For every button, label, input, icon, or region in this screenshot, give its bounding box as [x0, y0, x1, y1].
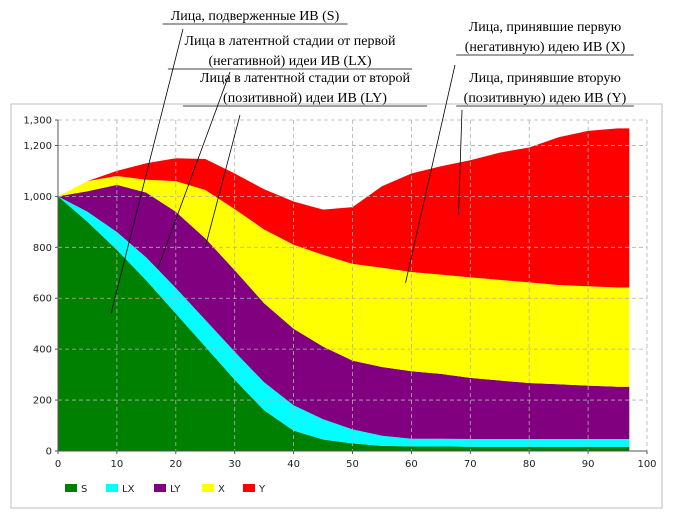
y-tick-label: 1,300: [23, 116, 52, 127]
y-tick-label: 600: [33, 294, 52, 305]
legend: S LX LY X Y: [65, 484, 266, 495]
ann-lx-text: (негативной) идеи ИВ (LX): [208, 54, 371, 69]
area-series-ly: [58, 184, 630, 439]
x-tick-label: 30: [228, 459, 241, 470]
x-tick-label: 80: [523, 459, 536, 470]
area-series-y: [58, 128, 630, 288]
x-tick-label: 0: [55, 459, 61, 470]
legend-swatch-lx: [106, 484, 118, 492]
x-tick-label: 100: [637, 459, 656, 470]
x-tick-labels: 0 10 20 30 40 50 60 70 80 90 100: [55, 451, 657, 470]
ann-y-leader: [458, 109, 463, 215]
gridlines: [58, 119, 648, 451]
y-tick-label: 0: [46, 447, 52, 458]
area-series-s: [58, 196, 630, 451]
legend-label-x: X: [218, 484, 225, 495]
x-tick-label: 90: [582, 459, 595, 470]
x-tick-label: 50: [346, 459, 359, 470]
area-series-x: [58, 176, 630, 387]
x-tick-label: 40: [287, 459, 300, 470]
legend-swatch-s: [65, 484, 77, 492]
ann-lx-text: Лица в латентной стадии от первой: [184, 34, 396, 49]
y-tick-labels: 0 200 400 600 800 1,000 1,200 1,300: [23, 116, 58, 458]
y-tick-label: 200: [33, 396, 52, 407]
ann-x-text: Лица, принявшие первую: [469, 20, 622, 35]
x-tick-label: 10: [111, 459, 124, 470]
legend-swatch-x: [202, 484, 214, 492]
ann-x-text: (негативную) идею ИВ (X): [465, 40, 626, 55]
ann-ly-leader: [204, 114, 241, 248]
ann-s-leader: [110, 28, 184, 314]
ann-y-text: (позитивную) идею ИВ (Y): [464, 91, 627, 106]
legend-label-lx: LX: [122, 484, 135, 495]
ann-y-text: Лица, принявшие вторую: [469, 71, 621, 86]
x-tick-label: 70: [464, 459, 477, 470]
legend-swatch-ly: [154, 484, 166, 492]
ann-ly-text: Лица в латентной стадии от второй: [200, 71, 411, 86]
ann-ly-text: (позитивной) идеи ИВ (LY): [223, 91, 387, 106]
x-tick-label: 60: [405, 459, 418, 470]
area-layers: [58, 128, 630, 451]
legend-swatch-y: [243, 484, 255, 492]
x-tick-label: 20: [169, 459, 182, 470]
legend-label-ly: LY: [170, 484, 181, 495]
legend-label-y: Y: [258, 484, 266, 495]
y-tick-label: 400: [33, 345, 52, 356]
y-tick-label: 1,200: [23, 141, 52, 152]
ann-lx-leader: [157, 71, 231, 268]
ann-x-leader: [405, 64, 456, 284]
y-tick-label: 800: [33, 243, 52, 254]
annotations: Лица, подверженные ИВ (S) Лица в латентно…: [110, 9, 634, 314]
legend-label-s: S: [81, 484, 87, 495]
y-tick-label: 1,000: [23, 192, 52, 203]
ann-s-text: Лица, подверженные ИВ (S): [171, 9, 340, 24]
